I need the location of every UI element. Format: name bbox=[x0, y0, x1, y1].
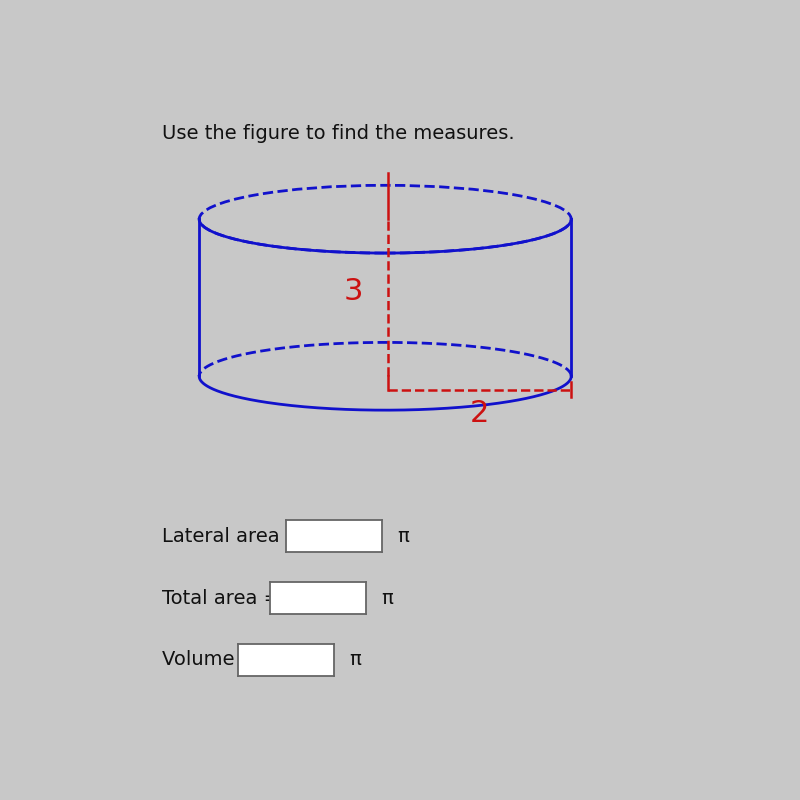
Text: 3: 3 bbox=[344, 277, 363, 306]
Text: π: π bbox=[382, 589, 394, 607]
Text: Use the figure to find the measures.: Use the figure to find the measures. bbox=[162, 124, 514, 142]
Bar bbox=[270, 582, 366, 614]
Text: π: π bbox=[350, 650, 361, 669]
Text: 2: 2 bbox=[470, 398, 490, 428]
Text: π: π bbox=[398, 527, 410, 546]
Text: Lateral area =: Lateral area = bbox=[162, 527, 309, 546]
Bar bbox=[286, 521, 382, 553]
Text: Volume =: Volume = bbox=[162, 650, 263, 669]
Text: Total area =: Total area = bbox=[162, 589, 286, 607]
Bar bbox=[238, 644, 334, 676]
